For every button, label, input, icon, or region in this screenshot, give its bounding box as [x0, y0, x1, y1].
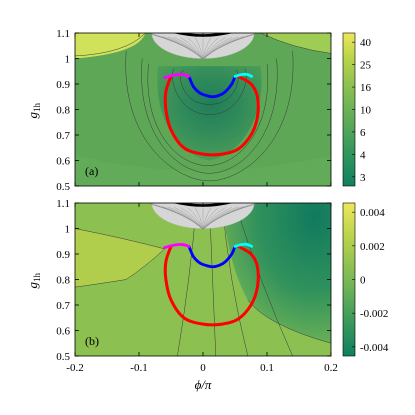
fan-line: [187, 207, 204, 230]
y-tick-label: 0.7: [56, 130, 70, 142]
fan-line: [202, 33, 257, 60]
colorbar-tick-label: 40: [360, 37, 372, 49]
y-tick-label: 0.5: [56, 351, 70, 363]
fan-line: [173, 37, 204, 60]
y-tick-label: 0.6: [56, 326, 70, 338]
fan-line: [157, 205, 204, 230]
colorbar-tick-label: -0.004: [360, 342, 389, 354]
y-tick-label: 1.1: [56, 198, 70, 210]
fan-line: [162, 36, 204, 60]
panel-b-curves: [163, 242, 260, 327]
x-tick-label: 0: [200, 362, 206, 374]
fan-line: [202, 207, 233, 230]
fan-line: [167, 36, 204, 60]
panel-a-curves: [163, 72, 260, 157]
colorbar-tick-label: 10: [360, 105, 372, 117]
fan-line: [202, 37, 219, 60]
colorbar-tick-label: 16: [360, 82, 372, 94]
y-tick-label: 0.9: [56, 249, 70, 261]
panel-a-y-axis-label: g1h: [25, 103, 42, 119]
panel-a-colorbar-ticks: 3 4 6 10 16 25 40: [352, 37, 372, 184]
fan-line: [187, 37, 204, 60]
colorbar-tick-label: 25: [360, 60, 372, 72]
contour-line: [75, 33, 146, 57]
magenta-curve: [163, 243, 191, 250]
fan-line: [202, 207, 219, 230]
y-tick-label: 0.6: [56, 156, 70, 168]
fan-line: [202, 207, 211, 230]
contour-line: [147, 63, 269, 166]
contour-line: [141, 58, 278, 174]
y-tick-label: 0.8: [56, 105, 70, 117]
y-tick-label: 0.8: [56, 275, 70, 287]
fan-line: [195, 207, 204, 230]
panel-b-label: (b): [85, 334, 99, 348]
panel-a-upper-left-region: [75, 33, 146, 59]
fan-line: [202, 37, 233, 60]
fan-line: [202, 37, 226, 60]
colorbar-tick-label: -0.002: [360, 308, 388, 320]
cyan-curve: [233, 72, 254, 78]
colorbar-tick-label: 4: [360, 149, 366, 161]
panel-b-contours: [75, 203, 331, 356]
fan-line: [180, 37, 204, 60]
x-axis-label: ϕ/π: [195, 377, 212, 392]
y-tick-label: 0.9: [56, 79, 70, 91]
colorbar-tick-label: 0: [360, 275, 366, 287]
red-curve: [163, 244, 260, 327]
blue-curve: [187, 74, 237, 99]
panel-a-upper-mid-region: [260, 33, 331, 54]
x-tick-label: -0.2: [66, 362, 83, 374]
contour-line: [75, 248, 165, 288]
colorbar-tick-label: 0.004: [360, 207, 385, 219]
panel-b-colorbar-ticks: -0.004 -0.002 0 0.002 0.004: [352, 207, 389, 354]
colorbar-tick-label: 3: [360, 172, 366, 184]
contour-line: [234, 203, 293, 356]
x-tick-label: 0.2: [324, 362, 338, 374]
y-tick-label: 0.5: [56, 181, 70, 193]
panel-b-fan-lines: [149, 203, 257, 230]
panel-b-right-region: [222, 203, 331, 344]
y-tick-label: 1.1: [56, 28, 70, 40]
panel-a: 0.5 0.6 0.7 0.8 0.9 1 1.1 (a) g1h 3 4 6 10 16 25 40: [25, 28, 372, 193]
fan-line: [202, 207, 226, 230]
y-tick-label: 1: [65, 54, 71, 66]
panel-a-fan-lines: [149, 33, 257, 60]
contour-line: [75, 228, 165, 250]
panel-a-label: (a): [85, 164, 98, 178]
magenta-curve: [163, 73, 191, 80]
fan-line: [202, 203, 257, 230]
fan-line: [162, 206, 204, 230]
fan-line: [157, 35, 204, 60]
x-tick-label: -0.1: [130, 362, 147, 374]
panel-a-basin-region: [157, 66, 262, 161]
panel-b-y-ticks: 0.5 0.6 0.7 0.8 0.9 1 1.1: [56, 198, 331, 363]
panel-a-x-ticks: [74, 33, 332, 186]
y-tick-label: 1: [65, 224, 71, 236]
panel-b: 0.50.60.70.80.911.1 -0.2 -0.1 0 0.1 0.2 (b) …: [25, 198, 389, 392]
fan-line: [167, 206, 204, 230]
fan-line: [173, 207, 204, 230]
panel-b-y-axis-label: g1h: [25, 273, 42, 289]
fan-line: [180, 207, 204, 230]
colorbar-tick-label: 0.002: [360, 241, 385, 253]
panel-a-y-ticks: 0.5 0.6 0.7 0.8 0.9 1 1.1: [56, 28, 331, 193]
cyan-curve: [233, 242, 254, 248]
red-curve: [163, 74, 260, 157]
fan-line: [195, 37, 204, 60]
colorbar-tick-label: 6: [360, 127, 366, 139]
y-tick-label: 0.7: [56, 300, 70, 312]
panel-a-lower-region: [75, 155, 331, 186]
blue-curve: [187, 244, 237, 269]
fan-line: [202, 37, 211, 60]
x-tick-label: 0.1: [260, 362, 274, 374]
panel-b-x-ticks: -0.2 -0.1 0 0.1 0.2: [66, 203, 338, 374]
panel-b-left-region: [75, 228, 165, 288]
